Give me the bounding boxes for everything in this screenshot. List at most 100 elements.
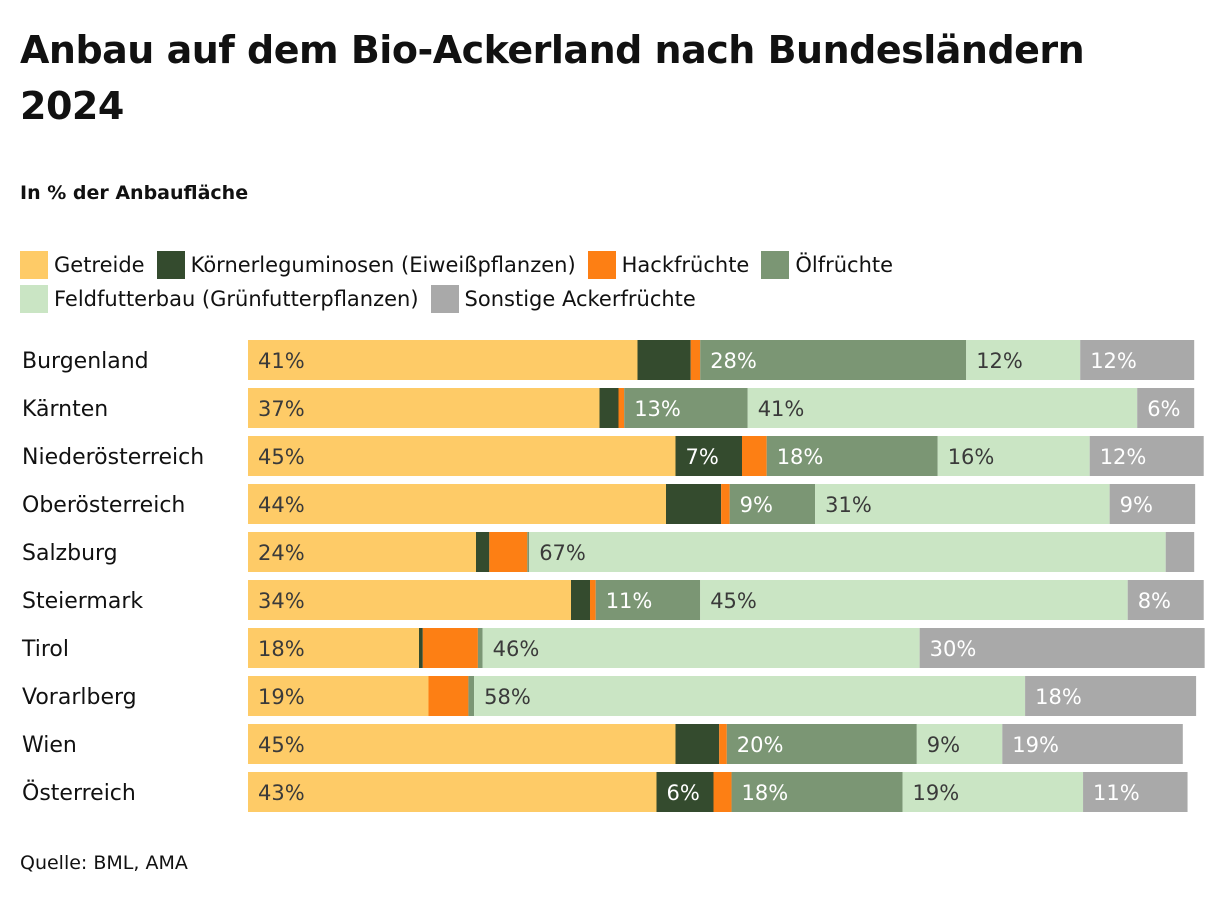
bar-segment-karnten-4 (747, 388, 1138, 428)
bar-segment-oberosterreich-5 (1109, 484, 1196, 524)
data-label-niederosterreich-5: 12% (1100, 445, 1147, 469)
bar-segment-vorarlberg-5 (1025, 676, 1197, 716)
bar-segment-burgenland-5 (1080, 340, 1195, 380)
bar-segment-salzburg-3 (527, 532, 530, 572)
bar-segment-salzburg-0 (248, 532, 476, 572)
bar-segment-steiermark-1 (571, 580, 590, 620)
legend-label: Ölfrüchte (795, 253, 894, 277)
bar-segment-salzburg-2 (489, 532, 528, 572)
category-label-steiermark: Steiermark (22, 589, 143, 614)
data-label-karnten-0: 37% (258, 397, 305, 421)
bar-segment-wien-5 (1002, 724, 1183, 764)
bar-segment-wien-2 (719, 724, 727, 764)
legend-label: Körnerleguminosen (Eiweißpflanzen) (190, 253, 576, 277)
bar-segment-karnten-1 (599, 388, 619, 428)
bar-segment-tirol-0 (248, 628, 419, 668)
data-label-tirol-0: 18% (258, 637, 305, 661)
category-label-burgenland: Burgenland (22, 349, 149, 374)
legend-swatch (587, 251, 616, 279)
data-label-vorarlberg-4: 58% (484, 685, 531, 709)
data-label-steiermark-3: 11% (606, 589, 653, 613)
bar-segment-niederosterreich-3 (766, 436, 938, 476)
data-label-osterreich-0: 43% (258, 781, 305, 805)
category-label-niederosterreich: Niederösterreich (22, 445, 204, 470)
data-label-salzburg-4: 67% (539, 541, 586, 565)
data-label-burgenland-3: 28% (710, 349, 757, 373)
data-label-karnten-4: 41% (758, 397, 805, 421)
data-label-karnten-3: 13% (634, 397, 681, 421)
chart-title: Anbau auf dem Bio-Ackerland nach Bundesl… (20, 28, 1085, 128)
bar-segment-osterreich-0 (248, 772, 657, 812)
bar-segment-vorarlberg-3 (468, 676, 475, 716)
bar-segment-oberosterreich-0 (248, 484, 666, 524)
data-label-oberosterreich-3: 9% (740, 493, 773, 517)
chart-legend: Getreide Körnerleguminosen (Eiweißpflanz… (20, 248, 1200, 316)
data-label-vorarlberg-0: 19% (258, 685, 305, 709)
data-label-osterreich-5: 11% (1093, 781, 1140, 805)
bar-segment-karnten-5 (1137, 388, 1195, 428)
data-label-oberosterreich-5: 9% (1120, 493, 1153, 517)
data-label-burgenland-4: 12% (976, 349, 1023, 373)
legend-row: Feldfutterbau (Grünfutterpflanzen) Sonst… (20, 282, 1200, 316)
bar-segment-salzburg-1 (476, 532, 490, 572)
legend-swatch (156, 251, 185, 279)
bar-segment-vorarlberg-0 (248, 676, 429, 716)
bar-segment-vorarlberg-2 (428, 676, 469, 716)
bar-segment-osterreich-4 (902, 772, 1084, 812)
legend-row: Getreide Körnerleguminosen (Eiweißpflanz… (20, 248, 1200, 282)
bar-segment-osterreich-3 (731, 772, 903, 812)
legend-swatch (430, 285, 459, 313)
data-label-oberosterreich-0: 44% (258, 493, 305, 517)
bar-segment-burgenland-1 (637, 340, 691, 380)
bar-segment-burgenland-3 (700, 340, 967, 380)
bar-segment-osterreich-1 (656, 772, 714, 812)
data-label-tirol-4: 46% (493, 637, 540, 661)
bar-segment-burgenland-0 (248, 340, 638, 380)
data-label-vorarlberg-5: 18% (1035, 685, 1082, 709)
data-label-osterreich-3: 18% (742, 781, 789, 805)
bar-segment-wien-4 (916, 724, 1003, 764)
bar-segment-osterreich-2 (713, 772, 732, 812)
bar-segment-tirol-3 (477, 628, 483, 668)
data-label-osterreich-4: 19% (913, 781, 960, 805)
legend-item-getreide: Getreide (20, 251, 145, 279)
bar-segment-salzburg-4 (529, 532, 1166, 572)
data-label-wien-0: 45% (258, 733, 305, 757)
legend-label: Feldfutterbau (Grünfutterpflanzen) (54, 287, 419, 311)
bar-segment-oberosterreich-1 (666, 484, 722, 524)
chart-subtitle: In % der Anbaufläche (20, 182, 249, 204)
data-label-wien-4: 9% (927, 733, 960, 757)
data-label-burgenland-5: 12% (1090, 349, 1137, 373)
bar-segment-oberosterreich-4 (815, 484, 1110, 524)
data-label-osterreich-1: 6% (667, 781, 700, 805)
bar-segment-burgenland-2 (690, 340, 701, 380)
data-label-oberosterreich-4: 31% (825, 493, 872, 517)
data-label-steiermark-5: 8% (1138, 589, 1171, 613)
data-label-niederosterreich-4: 16% (948, 445, 995, 469)
bar-segment-niederosterreich-0 (248, 436, 676, 476)
category-label-vorarlberg: Vorarlberg (22, 685, 137, 710)
bar-segment-niederosterreich-2 (742, 436, 767, 476)
bar-segment-niederosterreich-5 (1089, 436, 1204, 476)
bar-segment-karnten-0 (248, 388, 600, 428)
bar-segment-salzburg-5 (1165, 532, 1195, 572)
bar-segment-steiermark-5 (1127, 580, 1204, 620)
bar-segment-karnten-2 (618, 388, 625, 428)
category-label-tirol: Tirol (21, 637, 69, 662)
data-label-burgenland-0: 41% (258, 349, 305, 373)
data-label-wien-5: 19% (1012, 733, 1059, 757)
bar-segment-steiermark-0 (248, 580, 571, 620)
category-label-salzburg: Salzburg (22, 541, 118, 566)
bar-segment-steiermark-4 (700, 580, 1128, 620)
legend-item-koernerleguminosen: Körnerleguminosen (Eiweißpflanzen) (156, 251, 576, 279)
bar-segment-oberosterreich-2 (721, 484, 730, 524)
legend-item-sonstige: Sonstige Ackerfrüchte (430, 285, 696, 313)
legend-label: Getreide (54, 253, 145, 277)
bar-segment-karnten-3 (624, 388, 748, 428)
data-label-karnten-5: 6% (1147, 397, 1180, 421)
data-label-niederosterreich-3: 18% (777, 445, 824, 469)
bar-segment-oberosterreich-3 (729, 484, 816, 524)
legend-swatch (761, 251, 790, 279)
bar-segment-tirol-5 (919, 628, 1205, 668)
